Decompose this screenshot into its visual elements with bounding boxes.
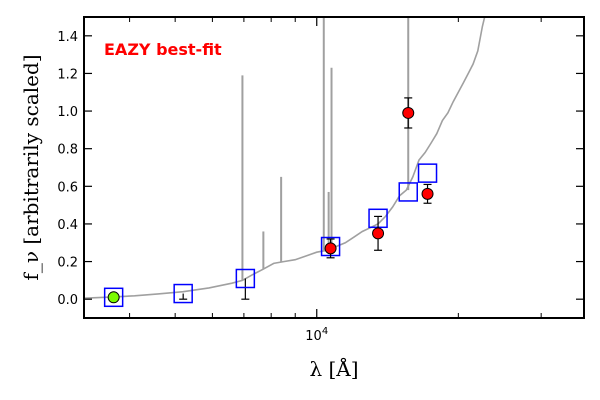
y-tick-label: 1.4: [57, 30, 78, 45]
model-square-marker: [173, 283, 193, 304]
model-square-marker: [235, 268, 256, 289]
model-square-marker: [417, 163, 438, 183]
y-tick-label: 1.0: [57, 105, 78, 120]
model-square-marker: [398, 182, 418, 202]
plot-frame: [83, 16, 585, 319]
y-tick-label: 1.2: [57, 67, 78, 82]
observed-point: [324, 242, 337, 255]
marker-layer: [103, 97, 438, 308]
observed-point: [372, 227, 385, 240]
y-tick-label: 0.8: [57, 143, 78, 158]
observed-point: [402, 106, 415, 119]
y-tick-label: 0.4: [57, 218, 78, 233]
y-tick-label: 0.0: [57, 293, 78, 308]
observed-point: [421, 187, 434, 200]
chart-annotation: EAZY best-fit: [104, 40, 222, 59]
y-axis-label: f_ν [arbitrarily scaled]: [19, 54, 43, 280]
x-tick-label: 104: [305, 326, 328, 344]
axes-layer: 0.0 0.2 0.4 0.6 0.8 1.0 1.2 1.4 104 λ [Å] f_ν [arb…: [19, 16, 585, 381]
y-tick-label: 0.6: [57, 180, 78, 195]
y-tick-label: 0.2: [57, 256, 78, 271]
model-square-marker: [103, 287, 124, 308]
observed-point: [107, 291, 120, 304]
x-axis-label: λ [Å]: [309, 356, 358, 381]
